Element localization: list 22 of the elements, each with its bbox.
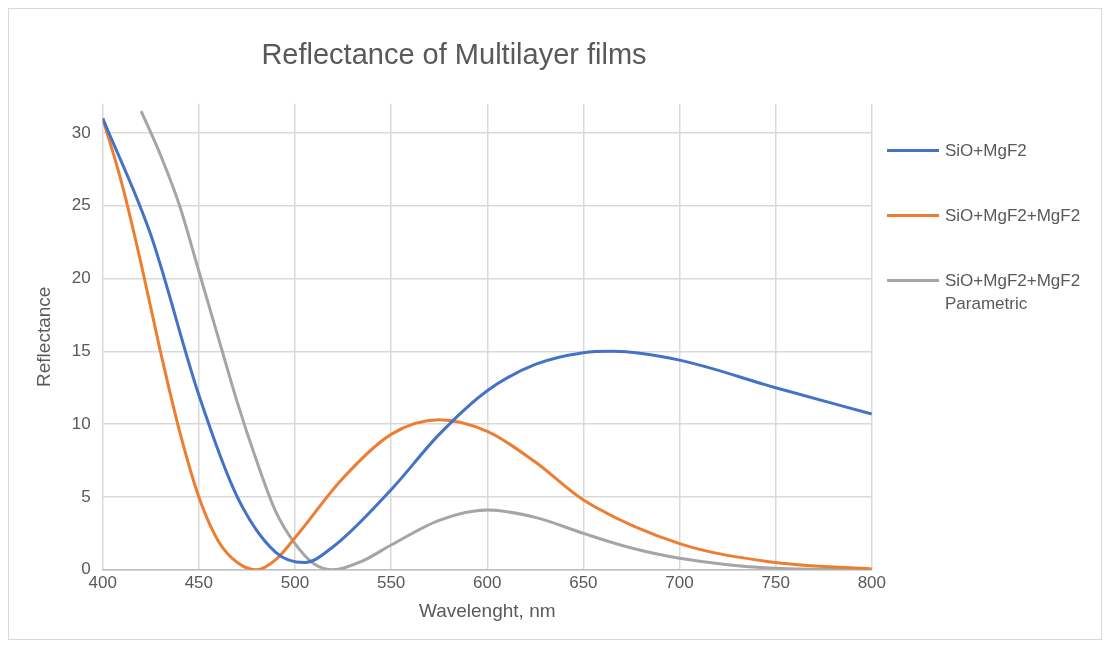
x-tick-label: 550: [376, 572, 406, 592]
x-tick-label: 400: [88, 572, 117, 592]
legend-label: SiO+MgF2: [945, 140, 1028, 162]
y-tick-label: 10: [71, 413, 91, 433]
legend-label: SiO+MgF2+MgF2: [945, 205, 1082, 227]
legend-label: SiO+MgF2+MgF2 Parametric: [945, 270, 1082, 315]
x-tick-label: 500: [280, 572, 310, 592]
x-tick-label: 700: [665, 572, 694, 592]
x-tick-label: 750: [761, 572, 790, 592]
y-axis-title: Reflectance: [32, 286, 54, 387]
x-tick-label: 800: [857, 572, 887, 592]
y-tick-label: 30: [71, 122, 91, 142]
y-tick-label: 25: [71, 195, 91, 215]
y-tick-label: 15: [71, 341, 91, 361]
y-tick-label: 5: [81, 486, 91, 506]
x-tick-label: 600: [473, 572, 502, 592]
y-tick-label: 20: [71, 268, 91, 288]
y-tick-label: 0: [81, 559, 91, 579]
x-tick-label: 450: [184, 572, 214, 592]
x-tick-label: 650: [569, 572, 598, 592]
x-axis-title: Wavelenght, nm: [418, 599, 556, 621]
chart-title: Reflectance of Multilayer films: [261, 38, 647, 71]
